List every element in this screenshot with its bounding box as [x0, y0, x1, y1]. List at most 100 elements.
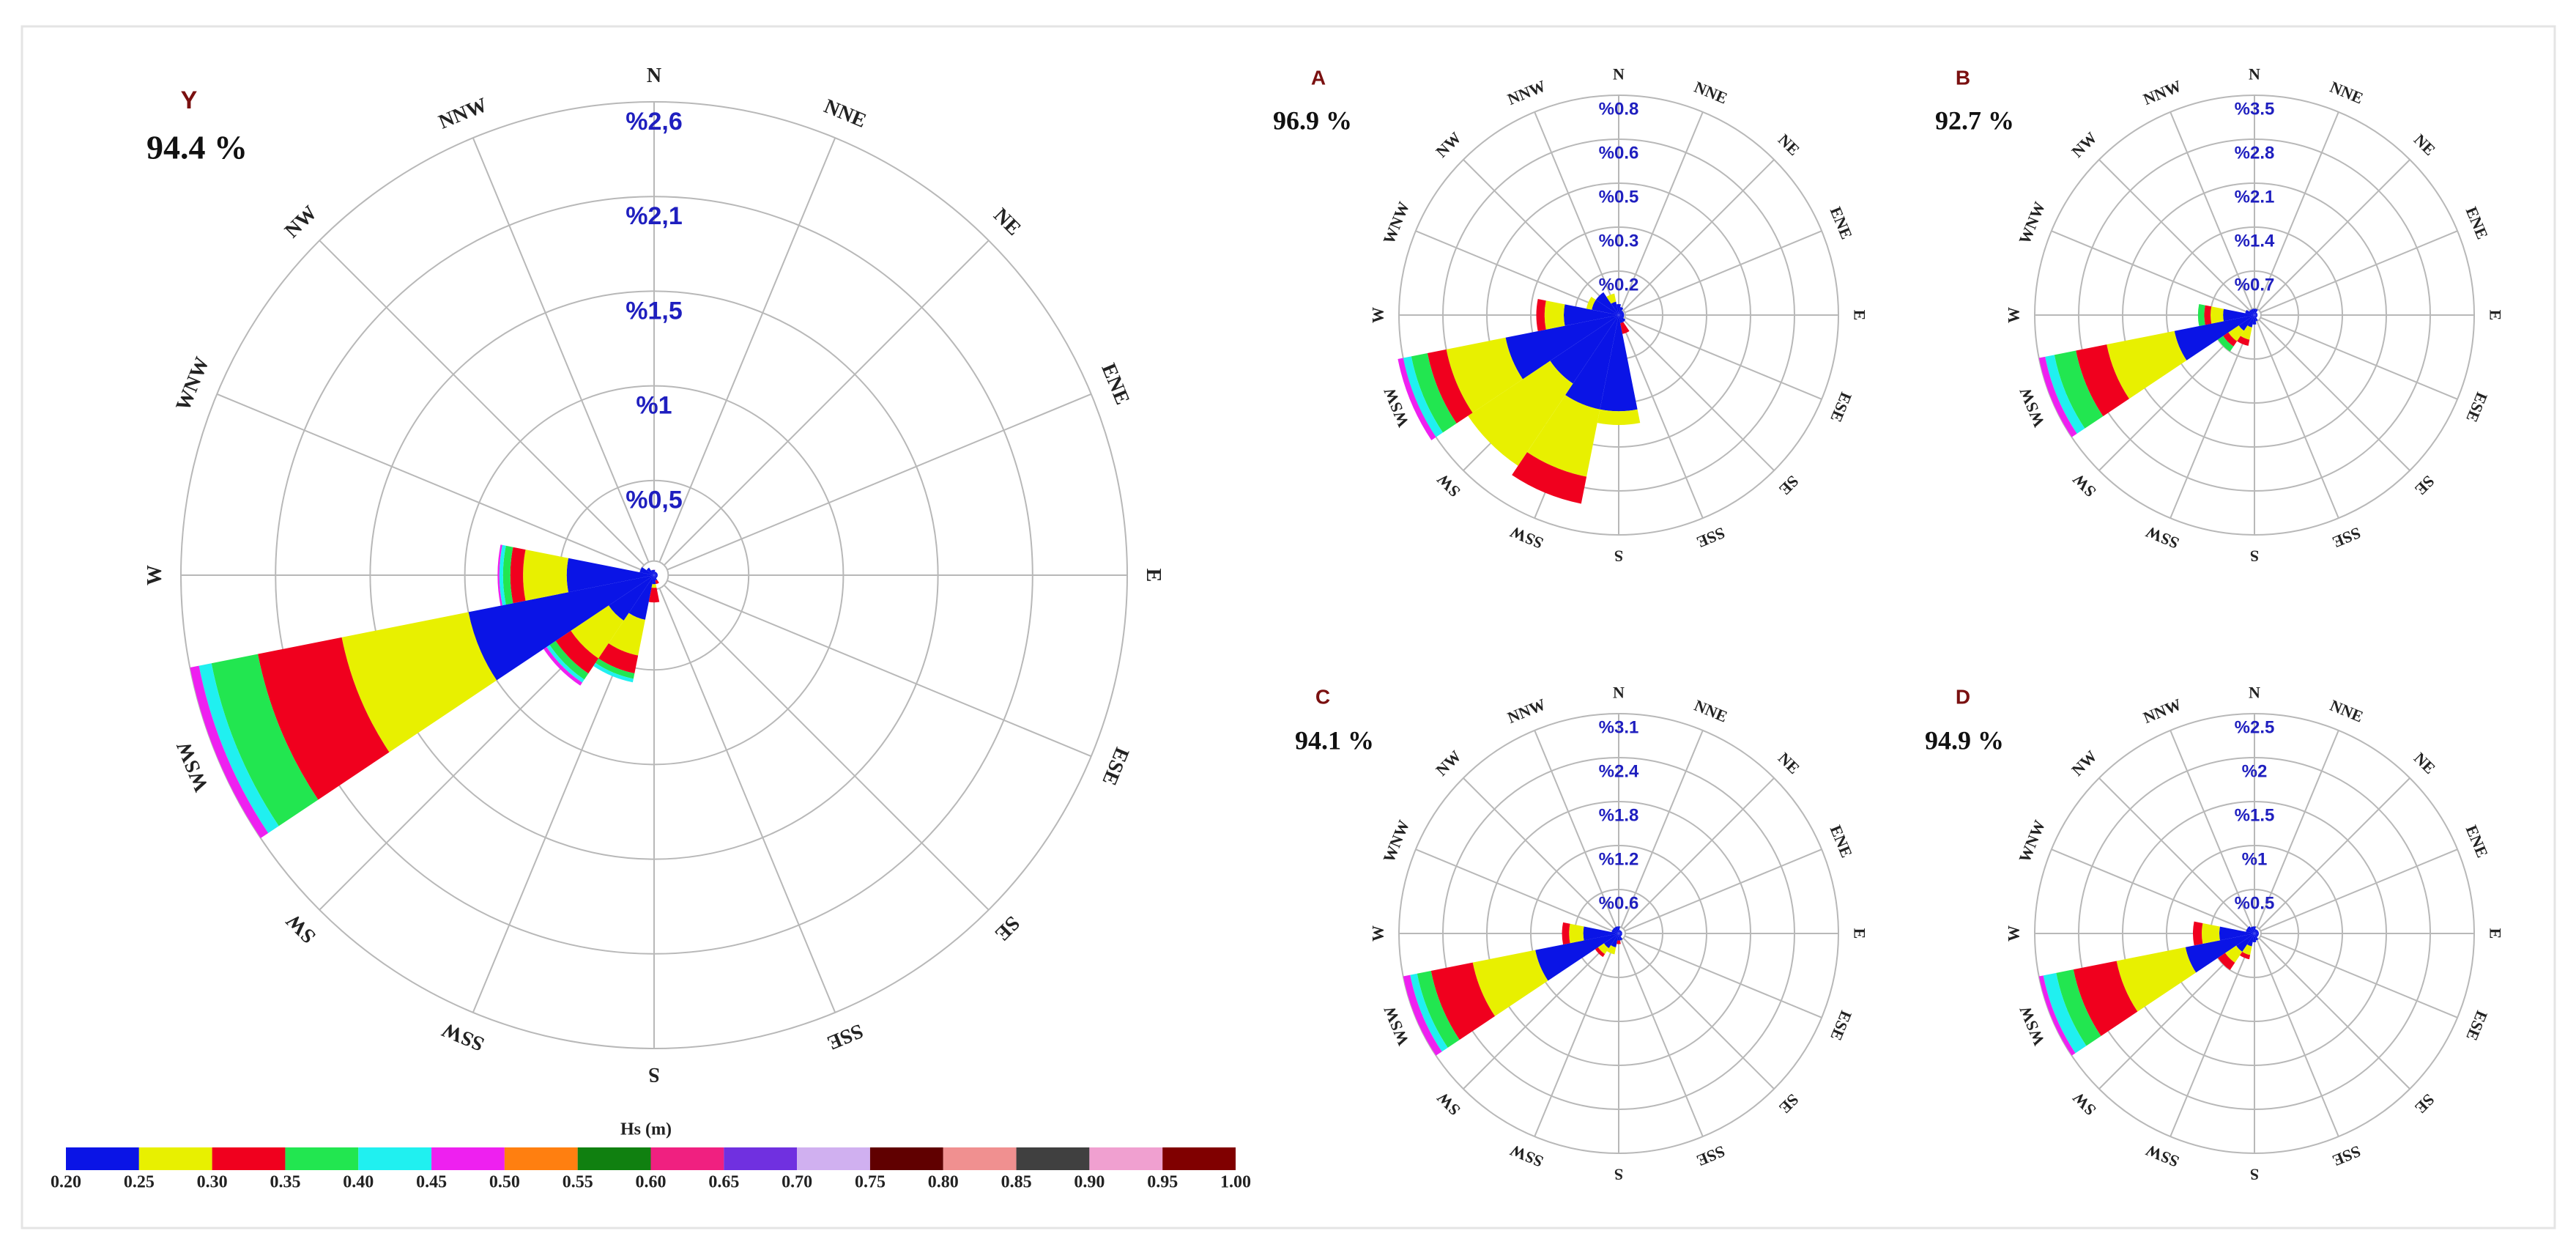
wedge	[468, 575, 654, 681]
wedge	[1617, 926, 1620, 933]
wedge	[2254, 932, 2260, 935]
spoke	[663, 584, 990, 911]
wedge	[1446, 337, 1523, 413]
radial-tick-label: %1.2	[1599, 850, 1639, 870]
wedge	[654, 575, 658, 579]
legend-label: 0.35	[270, 1173, 300, 1192]
legend-swatch	[650, 1147, 724, 1170]
wedge	[654, 575, 658, 581]
wedge	[1403, 975, 1442, 1056]
wedge	[1535, 933, 1619, 981]
chart-subtitle: 92.7 %	[1935, 106, 2014, 135]
radial-tick-label: %1.8	[1599, 806, 1639, 826]
radial-tick-label: %1.4	[2235, 232, 2275, 251]
chart-title: A	[1311, 66, 1326, 89]
wedge	[1617, 940, 1621, 944]
wedge	[1606, 293, 1617, 304]
direction-label: W	[144, 565, 166, 585]
spoke	[2256, 730, 2339, 928]
spoke	[1622, 319, 1775, 471]
wedge	[1619, 931, 1622, 933]
wedge	[571, 605, 624, 659]
direction-label: N	[647, 64, 661, 87]
spoke	[2098, 159, 2251, 311]
wedge	[2254, 931, 2259, 933]
legend-label: 1.00	[1220, 1173, 1251, 1192]
wedge	[2073, 961, 2138, 1037]
spoke	[1620, 320, 1704, 519]
spoke	[1463, 937, 1615, 1090]
legend-label: 0.85	[1001, 1173, 1032, 1192]
radial-tick-label: %0.6	[1599, 894, 1639, 914]
wedge	[1597, 409, 1641, 425]
wedge	[1619, 933, 1623, 941]
wedge	[1619, 306, 1624, 315]
legend-label: 0.25	[124, 1173, 155, 1192]
wedge	[648, 588, 660, 603]
wedge	[258, 637, 390, 800]
spoke	[1622, 159, 1775, 311]
spoke	[2169, 320, 2253, 519]
wedge	[2254, 929, 2257, 933]
legend-label: 0.60	[636, 1173, 667, 1192]
wedge	[1595, 947, 1606, 958]
wedge	[2219, 926, 2254, 941]
wedge	[1569, 923, 1584, 944]
wedge	[1603, 933, 1619, 949]
direction-label: W	[2005, 925, 2023, 942]
direction-label: S	[1614, 547, 1623, 565]
wedge	[1619, 930, 1621, 933]
wedge	[1403, 356, 1443, 437]
wedge	[2043, 972, 2087, 1054]
wedge	[1398, 358, 1436, 440]
wedge	[1619, 315, 1624, 324]
chart-title: C	[1315, 685, 1330, 708]
wedge	[566, 558, 654, 593]
wedge	[1526, 395, 1600, 477]
wedge	[2204, 305, 2212, 325]
wedge	[1544, 300, 1565, 330]
wedge	[1619, 310, 1624, 315]
chart-title: Y	[181, 86, 198, 114]
wedge	[1611, 929, 1619, 933]
spoke	[1622, 777, 1775, 930]
direction-label: E	[1850, 928, 1868, 939]
chart-title: B	[1956, 66, 1970, 89]
spoke	[1622, 937, 1775, 1090]
spoke	[2256, 320, 2339, 519]
spoke	[2258, 777, 2410, 930]
wedge	[654, 573, 658, 575]
spoke	[2169, 730, 2253, 928]
wedge	[2253, 926, 2256, 933]
wedge	[1617, 304, 1621, 315]
legend-swatch	[1016, 1147, 1090, 1170]
radial-tick-label: %0.7	[2235, 275, 2275, 295]
spoke	[1415, 848, 1614, 932]
legend-swatch	[1162, 1147, 1236, 1170]
wedge	[341, 612, 497, 752]
wedge	[1619, 933, 1622, 934]
wedge	[609, 575, 654, 621]
wind-rose: %0,5%1%1,5%2,1%2,6NNNENEENEEESESESSESSSW…	[144, 64, 1165, 1086]
wedge	[608, 613, 645, 656]
wedge	[1592, 300, 1619, 315]
spoke	[2256, 111, 2339, 310]
spoke	[1624, 935, 1822, 1018]
spoke	[1620, 111, 1704, 310]
wedge	[2223, 308, 2254, 322]
direction-label: W	[2005, 307, 2023, 323]
chart-subtitle: 94.4 %	[146, 129, 248, 166]
radial-tick-label: %2,1	[626, 202, 683, 230]
wedge	[654, 572, 656, 575]
spoke	[216, 393, 642, 571]
wedge	[650, 569, 654, 575]
legend-swatch	[358, 1147, 432, 1170]
wedge	[2246, 928, 2254, 933]
legend-label: 0.90	[1074, 1173, 1105, 1192]
wedge	[639, 566, 654, 575]
legend-label: 0.30	[197, 1173, 228, 1192]
direction-label: N	[1613, 684, 1625, 702]
legend-swatch	[431, 1147, 505, 1170]
spoke	[1620, 730, 1704, 928]
legend-title: Hs (m)	[620, 1120, 672, 1139]
